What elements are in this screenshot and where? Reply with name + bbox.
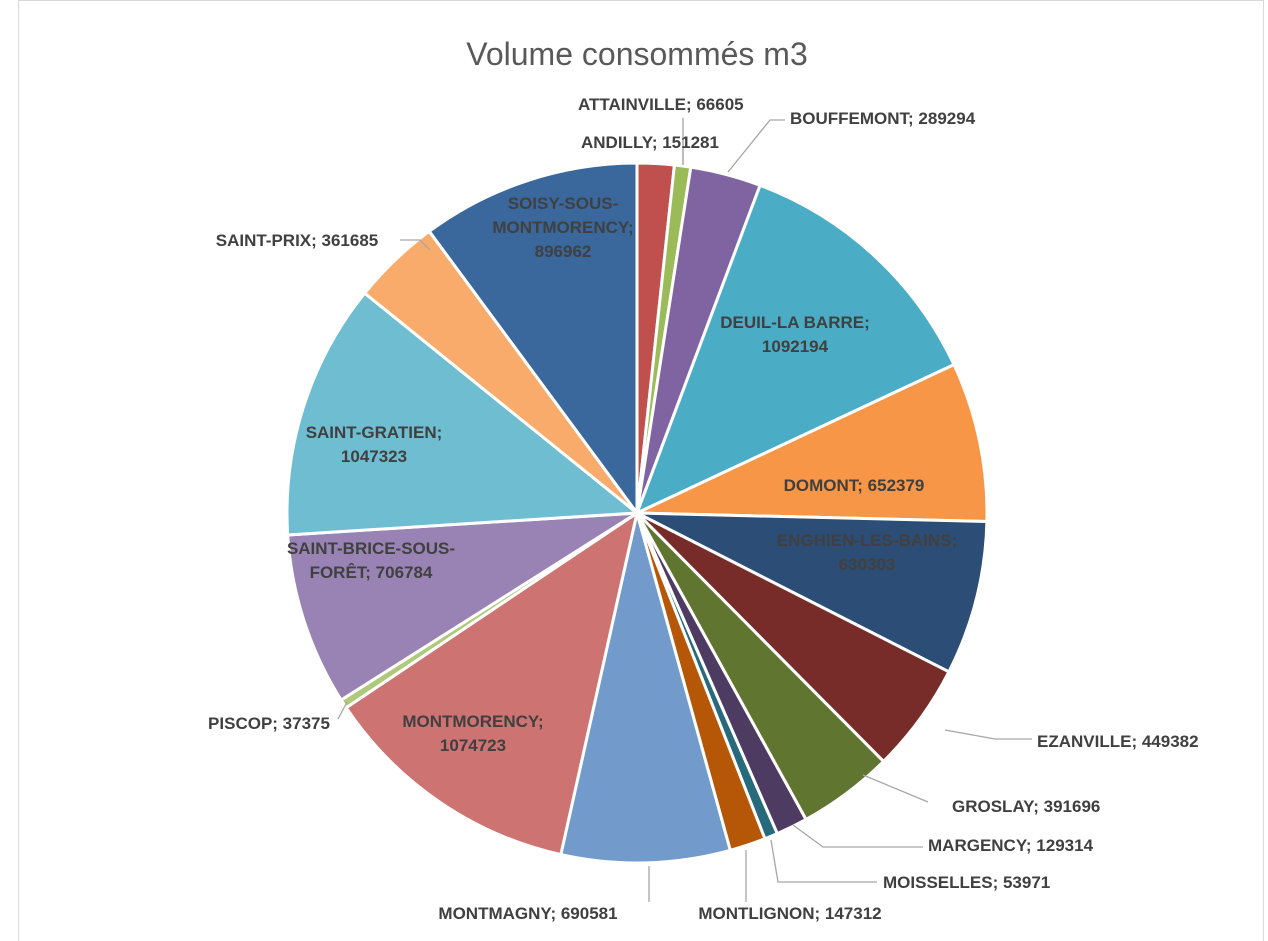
- data-label-saint-brice-sous-foret: SAINT-BRICE-SOUS-FORÊT; 706784: [287, 539, 455, 582]
- data-label-montlignon: MONTLIGNON; 147312: [698, 904, 881, 923]
- data-label-andilly: ANDILLY; 151281: [581, 133, 719, 152]
- pie-slice-domont: [635, 363, 989, 524]
- leader-line-moisselles: [770, 839, 877, 883]
- leader-line-piscop: [337, 701, 348, 720]
- data-label-moisselles: MOISSELLES; 53971: [883, 873, 1050, 892]
- leader-line-margency: [792, 824, 923, 848]
- pie-slice-montmorency: [344, 511, 639, 857]
- leader-line-groslay: [862, 774, 929, 803]
- data-label-ezanville: EZANVILLE; 449382: [1037, 732, 1199, 751]
- data-label-deuil-la-barre: DEUIL-LA BARRE; 1092194: [720, 313, 870, 356]
- leader-line-ezanville: [944, 729, 1032, 740]
- pie-slice-soisy-sous-montmorency: [427, 161, 639, 515]
- leader-line-saint-prix: [400, 239, 431, 251]
- data-label-attainville: ATTAINVILLE; 66605: [578, 95, 744, 114]
- data-label-bouffemont: BOUFFEMONT; 289294: [790, 109, 976, 128]
- data-label-saint-prix: SAINT-PRIX; 361685: [216, 231, 379, 250]
- data-label-piscop: PISCOP; 37375: [208, 714, 330, 733]
- chart-title: Volume consommés m3: [466, 36, 807, 72]
- slice-labels: ANDILLY; 151281 ATTAINVILLE; 66605 BOUFFEM…: [208, 95, 1199, 923]
- pie-slices: [285, 161, 989, 865]
- pie-slice-saint-brice-sous-foret: [286, 511, 639, 702]
- pie-slice-montmagny: [559, 511, 732, 865]
- data-label-saint-gratien: SAINT-GRATIEN; 1047323: [306, 423, 443, 466]
- pie-slice-enghien-les-bains: [635, 511, 989, 674]
- data-label-enghien-les-bains: ENGHIEN-LES-BAINS; 630303: [777, 531, 957, 574]
- data-label-montmorency: MONTMORENCY; 1074723: [402, 712, 543, 755]
- leader-lines: [337, 118, 1032, 902]
- data-label-montmagny: MONTMAGNY; 690581: [438, 904, 617, 923]
- data-label-groslay: GROSLAY; 391696: [952, 797, 1100, 816]
- data-label-soisy-sous-montmorency: SOISY-SOUS-MONTMORENCY; 896962: [492, 194, 633, 261]
- pie-slice-saint-gratien: [285, 291, 639, 537]
- pie-slice-deuil-la-barre: [635, 183, 956, 515]
- data-label-domont: DOMONT; 652379: [784, 476, 925, 495]
- data-label-margency: MARGENCY; 129314: [928, 836, 1094, 855]
- leader-line-bouffemont: [727, 119, 785, 173]
